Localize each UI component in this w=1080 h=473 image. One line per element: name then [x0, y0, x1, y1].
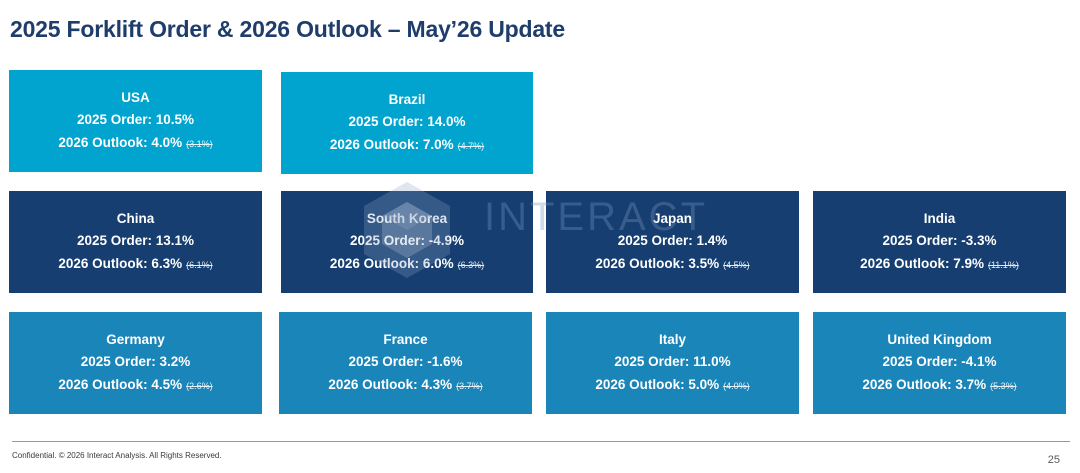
previous-outlook: (3.1%) [186, 138, 213, 149]
previous-outlook: (2.6%) [186, 380, 213, 391]
region-name: United Kingdom [887, 331, 992, 347]
region-name: France [383, 331, 428, 347]
region-name: China [116, 210, 155, 226]
card-italy: Italy 2025 Order: 11.0% 2026 Outlook: 5.… [546, 312, 799, 414]
previous-outlook: (6.3%) [457, 259, 485, 270]
previous-outlook: (4.7%) [457, 140, 485, 151]
previous-outlook: (4.0%) [723, 380, 750, 391]
outlook-2026: 2026 Outlook: 4.5% (2.6%) [58, 376, 213, 392]
previous-outlook: (3.7%) [456, 380, 483, 391]
order-2025: 2025 Order: 11.0% [614, 354, 731, 370]
region-name: USA [121, 89, 150, 105]
card-china: China 2025 Order: 13.1% 2026 Outlook: 6.… [9, 191, 262, 293]
card-usa: USA 2025 Order: 10.5% 2026 Outlook: 4.0%… [9, 70, 262, 172]
region-name: South Korea [366, 210, 448, 226]
outlook-2026: 2026 Outlook: 7.9% (11.1%) [860, 255, 1019, 271]
outlook-2026: 2026 Outlook: 4.0% (3.1%) [58, 134, 213, 150]
outlook-2026: 2026 Outlook: 5.0% (4.0%) [595, 376, 750, 392]
order-2025: 2025 Order: -4.1% [882, 354, 997, 370]
previous-outlook: (11.1%) [987, 259, 1019, 270]
outlook-2026: 2026 Outlook: 7.0% (4.7%) [329, 136, 485, 152]
card-brazil: Brazil 2025 Order: 14.0% 2026 Outlook: 7… [281, 72, 533, 174]
order-2025: 2025 Order: -1.6% [348, 354, 463, 370]
region-name: Japan [652, 210, 693, 226]
card-south-korea: South Korea 2025 Order: -4.9% 2026 Outlo… [281, 191, 533, 293]
previous-outlook: (6.1%) [186, 259, 213, 270]
region-name: Brazil [388, 91, 426, 107]
card-germany: Germany 2025 Order: 3.2% 2026 Outlook: 4… [9, 312, 262, 414]
order-2025: 2025 Order: 13.1% [76, 233, 195, 249]
order-2025: 2025 Order: 1.4% [617, 233, 728, 249]
previous-outlook: (4.5%) [723, 259, 750, 270]
order-2025: 2025 Order: -3.3% [882, 233, 997, 249]
footer-divider [12, 441, 1070, 442]
outlook-2026: 2026 Outlook: 6.3% (6.1%) [58, 255, 213, 271]
card-japan: Japan 2025 Order: 1.4% 2026 Outlook: 3.5… [546, 191, 799, 293]
region-name: Italy [658, 331, 686, 347]
page-title: 2025 Forklift Order & 2026 Outlook – May… [10, 16, 565, 42]
previous-outlook: (5.3%) [990, 380, 1017, 391]
page-number: 25 [1047, 454, 1060, 466]
order-2025: 2025 Order: -4.9% [349, 233, 465, 249]
order-2025: 2025 Order: 3.2% [80, 354, 191, 370]
card-france: France 2025 Order: -1.6% 2026 Outlook: 4… [279, 312, 532, 414]
outlook-2026: 2026 Outlook: 6.0% (6.3%) [329, 255, 485, 271]
region-name: Germany [106, 331, 165, 347]
outlook-2026: 2026 Outlook: 4.3% (3.7%) [328, 376, 483, 392]
outlook-2026: 2026 Outlook: 3.5% (4.5%) [595, 255, 750, 271]
outlook-2026: 2026 Outlook: 3.7% (5.3%) [862, 376, 1017, 392]
card-united-kingdom: United Kingdom 2025 Order: -4.1% 2026 Ou… [813, 312, 1066, 414]
order-2025: 2025 Order: 10.5% [76, 112, 195, 128]
card-india: India 2025 Order: -3.3% 2026 Outlook: 7.… [813, 191, 1066, 293]
order-2025: 2025 Order: 14.0% [348, 114, 466, 130]
region-name: India [923, 210, 956, 226]
footer-copyright: Confidential. © 2026 Interact Analysis. … [12, 451, 222, 460]
